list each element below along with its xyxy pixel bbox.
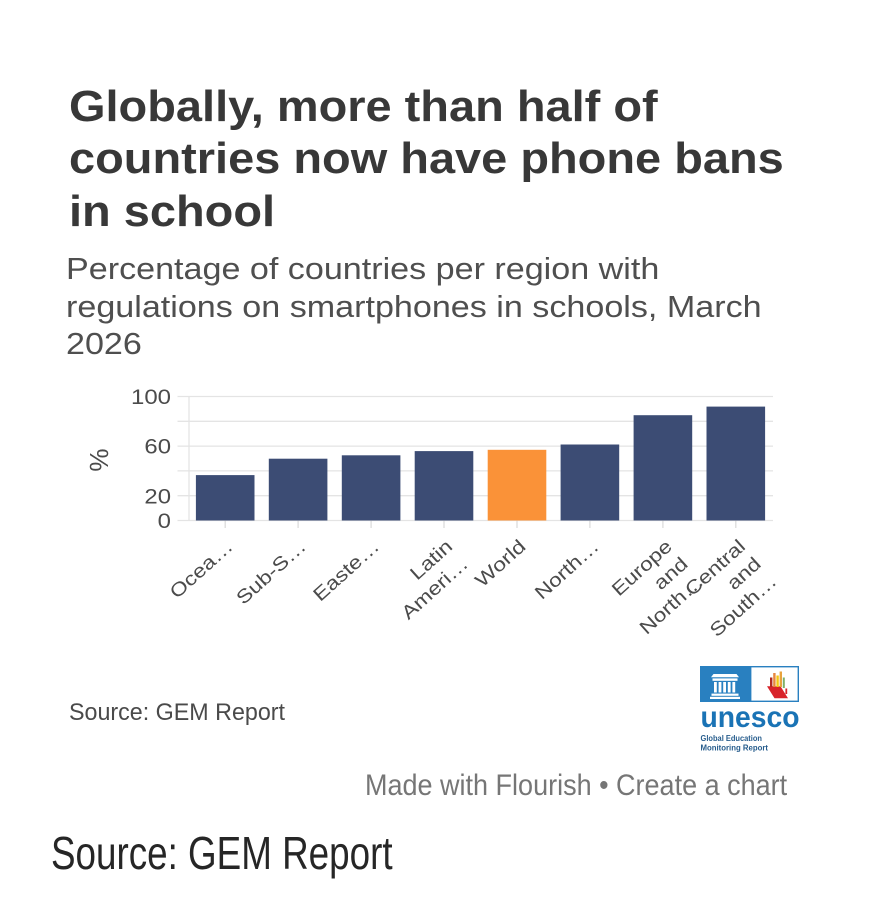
svg-text:%: % [84, 448, 114, 471]
svg-text:Sub-S…: Sub-S… [233, 536, 311, 609]
svg-text:20: 20 [144, 485, 171, 508]
svg-text:LatinAmeri…: LatinAmeri… [382, 536, 473, 624]
svg-text:100: 100 [131, 386, 171, 409]
svg-text:Ocea…: Ocea… [166, 536, 237, 603]
svg-text:Global Education: Global Education [701, 733, 763, 743]
svg-text:Easte…: Easte… [310, 536, 384, 606]
svg-text:CentralandSouth…: CentralandSouth… [675, 536, 782, 642]
svg-text:unesco: unesco [701, 701, 800, 734]
svg-text:World: World [472, 536, 531, 592]
svg-text:60: 60 [144, 436, 171, 459]
svg-text:0: 0 [158, 510, 171, 533]
svg-text:Monitoring Report: Monitoring Report [701, 743, 769, 753]
svg-text:North…: North… [531, 536, 603, 604]
